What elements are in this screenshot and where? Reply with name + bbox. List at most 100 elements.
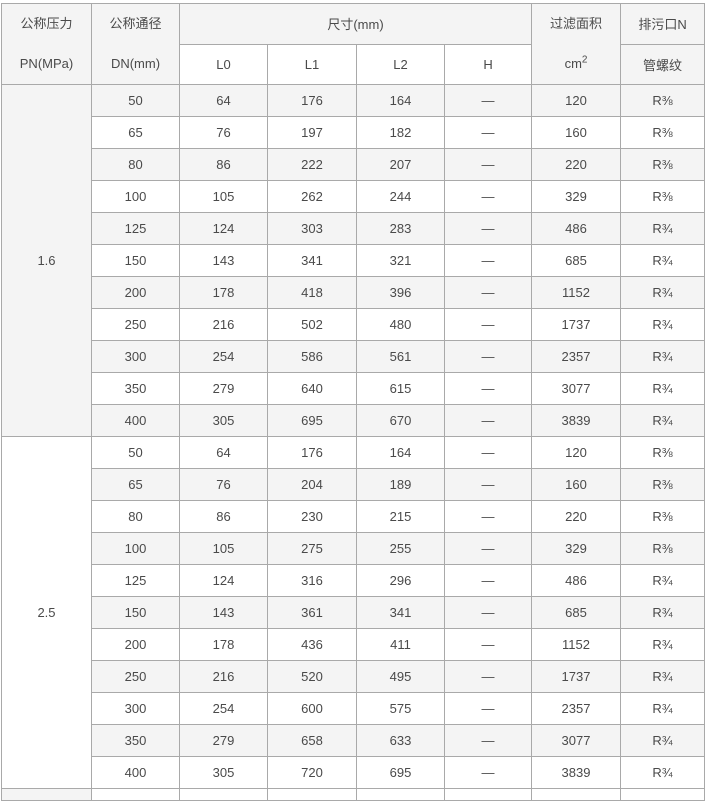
cell-h: — [443, 212, 533, 245]
cell-l0: 64 [179, 84, 268, 117]
table-header: 公称压力 PN(MPa) 公称通径 DN(mm) 尺寸(mm) 过滤面积 cm2… [1, 3, 705, 85]
cell-thread: R¾ [620, 244, 705, 277]
cell-area: 3077 [531, 372, 622, 405]
cell-thread: R¾ [620, 596, 705, 629]
cell-l2: 615 [356, 372, 445, 405]
table-row: 2.5 50 64 176 164—120 R⅜ [1, 436, 705, 789]
cell-l0: 105 [179, 180, 268, 213]
cell-l2: 215 [356, 500, 445, 533]
cell-l1: 262 [267, 180, 357, 213]
cell-area: 1737 [531, 308, 622, 341]
cell-l0: 254 [179, 692, 268, 725]
cell-area: 220 [531, 148, 622, 181]
cell-dn: 65 [91, 116, 180, 149]
table-row: 125 124 303 283—486 R¾ [1, 212, 705, 245]
cell-dn: 125 [91, 564, 180, 597]
table-row: 250 216 520 495—1737 R¾ [1, 660, 705, 693]
cell-thread: R⅜ [620, 180, 705, 213]
header-nominal-diameter-cn: 公称通径 [109, 16, 162, 31]
cell-dn: 400 [91, 756, 180, 789]
cell-thread: R¾ [620, 212, 705, 245]
cell-l2: 495 [356, 660, 445, 693]
cell-l1: 600 [267, 692, 357, 725]
cell-l0: 76 [179, 116, 268, 149]
cell-partial [531, 788, 622, 801]
cell-l1: 361 [267, 596, 357, 629]
table-row: 200 178 418 396—1152 R¾ [1, 276, 705, 309]
cell-h: — [443, 276, 533, 309]
cell-dn: 350 [91, 724, 180, 757]
cell-h: — [443, 564, 533, 597]
cell-thread: R¾ [620, 276, 705, 309]
cell-l0: 76 [179, 468, 268, 501]
table-row: 400 305 720 695—3839 R¾ [1, 756, 705, 789]
table-row: 80 86 222 207—220 R⅜ [1, 148, 705, 181]
cell-thread: R¾ [620, 724, 705, 757]
cell-l0: 64 [179, 436, 268, 469]
cell-l2: 189 [356, 468, 445, 501]
cell-l1: 197 [267, 116, 357, 149]
cell-dn: 250 [91, 660, 180, 693]
cell-dn: 200 [91, 628, 180, 661]
cell-thread: R⅜ [620, 500, 705, 533]
cell-thread: R⅜ [620, 84, 705, 117]
cell-area: 3839 [531, 404, 622, 437]
table-row: 300 254 600 575—2357 R¾ [1, 692, 705, 725]
header-filter-area-unit: cm2 [564, 54, 588, 71]
cell-l1: 176 [267, 436, 357, 469]
pn-section-value: 1.6 [1, 84, 92, 437]
cell-l2: 182 [356, 116, 445, 149]
cell-area: 160 [531, 116, 622, 149]
cell-l2: 480 [356, 308, 445, 341]
cell-partial [91, 788, 180, 801]
cell-thread: R¾ [620, 660, 705, 693]
cell-l1: 303 [267, 212, 357, 245]
pn-section-value: 2.5 [1, 436, 92, 789]
table-row: 1.6 50 64 176 164—120 R⅜ [1, 84, 705, 437]
cell-l1: 695 [267, 404, 357, 437]
cell-l0: 216 [179, 660, 268, 693]
cell-l1: 316 [267, 564, 357, 597]
cell-l0: 105 [179, 532, 268, 565]
cell-h: — [443, 500, 533, 533]
table-row: 350 279 640 615—3077 R¾ [1, 372, 705, 405]
cell-h: — [443, 84, 533, 117]
cell-dn: 150 [91, 244, 180, 277]
cell-partial [179, 788, 268, 801]
table-row: 100 105 275 255—329 R⅜ [1, 532, 705, 565]
cell-h: — [443, 724, 533, 757]
cell-l2: 670 [356, 404, 445, 437]
cell-dn: 200 [91, 276, 180, 309]
header-sub-l2: L2 [356, 43, 445, 85]
cell-thread: R¾ [620, 628, 705, 661]
cell-thread: R⅜ [620, 436, 705, 469]
cell-l1: 341 [267, 244, 357, 277]
header-nominal-pressure-cn: 公称压力 [20, 16, 73, 31]
cell-l1: 586 [267, 340, 357, 373]
cell-thread: R⅜ [620, 148, 705, 181]
cell-h: — [443, 756, 533, 789]
cell-dn: 50 [91, 84, 180, 117]
cell-area: 486 [531, 564, 622, 597]
cell-thread: R¾ [620, 756, 705, 789]
table-row: 200 178 436 411—1152 R¾ [1, 628, 705, 661]
cell-thread: R⅜ [620, 532, 705, 565]
cell-l1: 658 [267, 724, 357, 757]
cell-h: — [443, 628, 533, 661]
header-drain-port: 排污口N [620, 3, 705, 45]
cell-l0: 178 [179, 276, 268, 309]
header-nominal-diameter: 公称通径 DN(mm) [91, 3, 180, 85]
cell-l1: 418 [267, 276, 357, 309]
header-nominal-diameter-unit: DN(mm) [110, 56, 161, 71]
cell-dn: 350 [91, 372, 180, 405]
cell-h: — [443, 244, 533, 277]
cell-l2: 255 [356, 532, 445, 565]
cell-h: — [443, 692, 533, 725]
cell-area: 685 [531, 596, 622, 629]
header-dimensions: 尺寸(mm) [178, 3, 533, 45]
cell-thread: R¾ [620, 564, 705, 597]
table-row: 100 105 262 244—329 R⅜ [1, 180, 705, 213]
cell-partial [356, 788, 445, 801]
cell-l0: 143 [179, 596, 268, 629]
